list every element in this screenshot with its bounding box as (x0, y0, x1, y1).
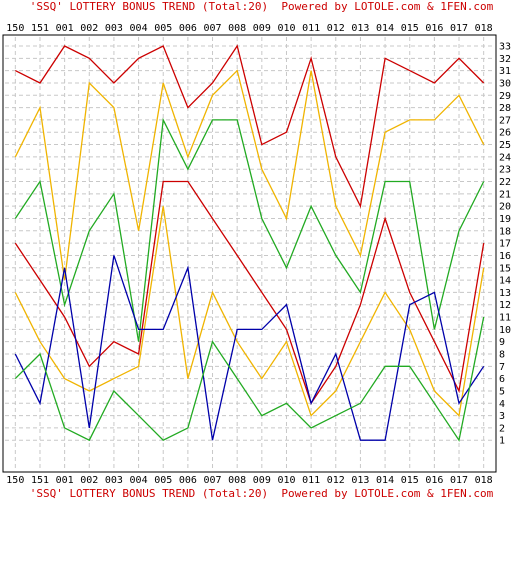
series-line-7 (14, 316, 485, 442)
x-tick-label-bottom: 007 (203, 475, 221, 486)
y-tick-label: 4 (499, 399, 505, 410)
x-tick-label-top: 014 (376, 23, 394, 34)
x-tick-label-top: 004 (130, 23, 148, 34)
x-tick-label-top: 006 (179, 23, 197, 34)
x-tick-label-bottom: 009 (253, 475, 271, 486)
y-tick-label: 25 (499, 140, 511, 151)
x-tick-label-top: 003 (105, 23, 123, 34)
y-tick-label: 32 (499, 54, 511, 65)
x-tick-label-top: 012 (327, 23, 345, 34)
y-tick-label: 33 (499, 42, 511, 53)
x-tick-label-bottom: 017 (450, 475, 468, 486)
y-tick-label: 31 (499, 66, 511, 77)
x-tick-label-bottom: 006 (179, 475, 197, 486)
y-tick-label: 14 (499, 276, 511, 287)
x-tick-label-top: 001 (56, 23, 74, 34)
series-line-3 (14, 117, 485, 342)
y-tick-label: 30 (499, 78, 511, 89)
x-tick-label-top: 150 (6, 23, 24, 34)
x-tick-label-top: 018 (475, 23, 493, 34)
x-tick-label-top: 010 (277, 23, 295, 34)
y-tick-label: 28 (499, 103, 511, 114)
chart-caption-top: 'SSQ' LOTTERY BONUS TREND (Total:20) Pow… (29, 0, 494, 13)
y-tick-label: 17 (499, 239, 511, 250)
y-tick-label: 26 (499, 128, 511, 139)
x-tick-label-top: 017 (450, 23, 468, 34)
x-tick-label-top: 009 (253, 23, 271, 34)
y-tick-label: 5 (499, 386, 505, 397)
x-tick-label-bottom: 014 (376, 475, 394, 486)
y-tick-label: 21 (499, 189, 511, 200)
y-tick-label: 13 (499, 288, 511, 299)
y-tick-label: 24 (499, 152, 511, 163)
y-tick-label: 8 (499, 350, 505, 361)
y-tick-label: 1 (499, 436, 505, 447)
x-tick-label-top: 151 (31, 23, 49, 34)
y-tick-label: 9 (499, 337, 505, 348)
x-tick-label-bottom: 013 (351, 475, 369, 486)
x-tick-label-bottom: 151 (31, 475, 49, 486)
y-tick-label: 15 (499, 263, 511, 274)
x-tick-label-bottom: 004 (130, 475, 148, 486)
y-tick-label: 2 (499, 423, 505, 434)
x-tick-label-bottom: 015 (401, 475, 419, 486)
series-line-2 (14, 69, 485, 281)
y-tick-label: 18 (499, 226, 511, 237)
series-line-5 (14, 206, 485, 417)
x-tick-label-bottom: 150 (6, 475, 24, 486)
chart-caption-bottom: 'SSQ' LOTTERY BONUS TREND (Total:20) Pow… (29, 487, 494, 500)
series-line-1 (15, 44, 485, 209)
x-tick-label-top: 013 (351, 23, 369, 34)
x-tick-label-bottom: 016 (425, 475, 443, 486)
y-tick-label: 27 (499, 115, 511, 126)
x-tick-label-bottom: 011 (302, 475, 320, 486)
x-tick-label-bottom: 008 (228, 475, 246, 486)
y-tick-label: 22 (499, 177, 511, 188)
x-tick-label-top: 008 (228, 23, 246, 34)
x-tick-label-bottom: 001 (56, 475, 74, 486)
y-tick-label: 7 (499, 362, 505, 373)
series-line-4 (14, 180, 485, 405)
y-tick-label: 29 (499, 91, 511, 102)
x-tick-label-bottom: 005 (154, 475, 172, 486)
x-tick-label-top: 005 (154, 23, 172, 34)
series-line-6 (14, 255, 485, 441)
x-tick-label-top: 011 (302, 23, 320, 34)
y-tick-label: 6 (499, 374, 505, 385)
x-tick-label-bottom: 003 (105, 475, 123, 486)
y-tick-label: 12 (499, 300, 511, 311)
y-tick-label: 20 (499, 202, 511, 213)
x-tick-label-top: 015 (401, 23, 419, 34)
y-tick-label: 11 (499, 313, 511, 324)
plot-frame (2, 34, 497, 473)
x-tick-label-bottom: 010 (277, 475, 295, 486)
y-tick-label: 3 (499, 411, 505, 422)
x-tick-label-bottom: 018 (475, 475, 493, 486)
x-tick-label-bottom: 002 (80, 475, 98, 486)
y-tick-label: 23 (499, 165, 511, 176)
x-tick-label-top: 007 (203, 23, 221, 34)
x-tick-label-top: 016 (425, 23, 443, 34)
y-tick-label: 10 (499, 325, 511, 336)
x-tick-label-top: 002 (80, 23, 98, 34)
y-tick-label: 16 (499, 251, 511, 262)
x-tick-label-bottom: 012 (327, 475, 345, 486)
y-tick-label: 19 (499, 214, 511, 225)
